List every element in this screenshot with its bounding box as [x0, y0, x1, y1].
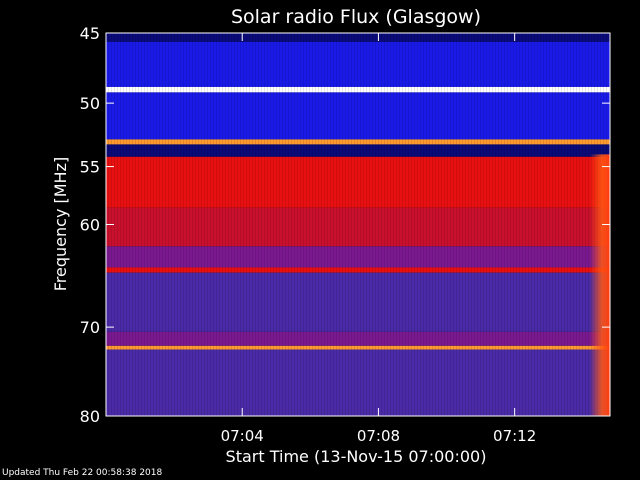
y-tick-label: 55 — [80, 158, 100, 177]
y-axis-label: Frequency [MHz] — [51, 157, 70, 291]
y-axis: 45 50 55 60 70 80 — [80, 24, 610, 426]
chart-title: Solar radio Flux (Glasgow) — [231, 6, 481, 28]
plot-area — [105, 32, 611, 417]
x-axis-label: Start Time (13-Nov-15 07:00:00) — [226, 447, 487, 466]
y-tick-label: 60 — [80, 216, 100, 235]
x-tick-label: 07:08 — [357, 427, 400, 445]
spectrogram-texture — [106, 33, 610, 416]
y-tick-label: 45 — [80, 24, 100, 43]
y-tick-label: 80 — [80, 407, 100, 426]
y-tick-label: 50 — [80, 94, 100, 113]
x-tick-label: 07:04 — [221, 427, 264, 445]
updated-timestamp: Updated Thu Feb 22 00:58:38 2018 — [2, 468, 163, 478]
right-edge-glow — [589, 154, 610, 416]
x-tick-label: 07:12 — [493, 427, 536, 445]
y-tick-label: 70 — [80, 318, 100, 337]
x-axis: 07:04 07:08 07:12 — [221, 33, 536, 445]
